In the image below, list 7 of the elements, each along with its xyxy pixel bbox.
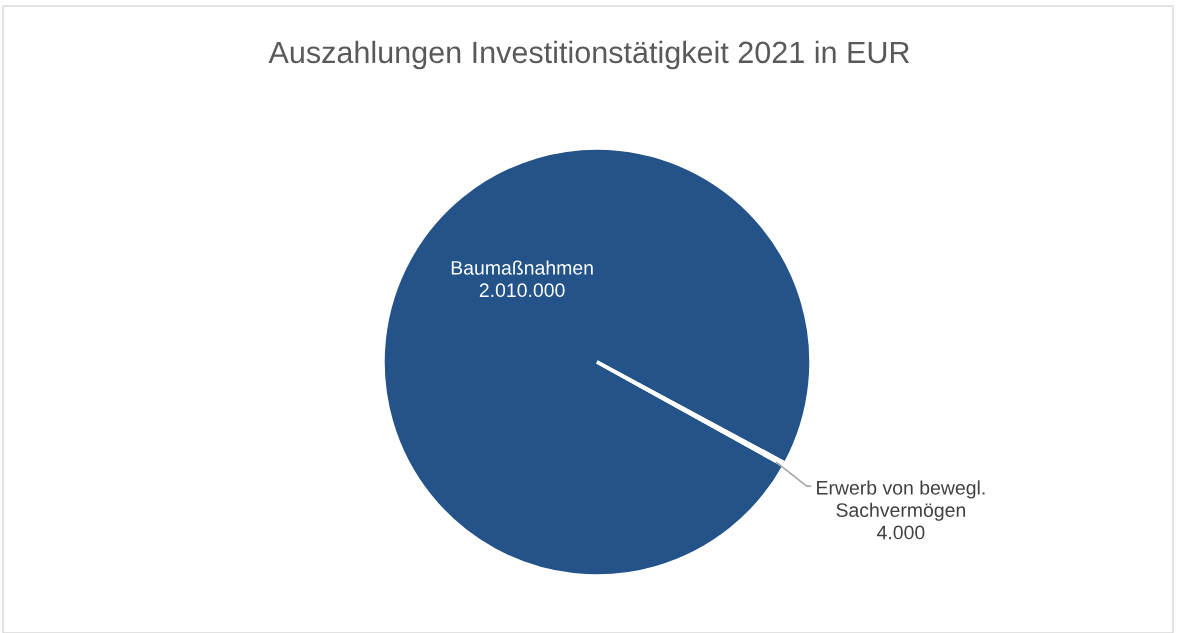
data-label: 2.010.000 xyxy=(479,283,565,298)
slice-label: Baumaßnahmen xyxy=(451,260,593,275)
pie-slice xyxy=(381,146,813,578)
data-label: 4.000 xyxy=(877,525,925,540)
chart-title: Auszahlungen Investitionstätigkeit 2021 in EUR xyxy=(268,40,910,70)
slice-label: Erwerb von bewegl. Sachvermögen xyxy=(817,480,985,521)
pie-slice xyxy=(595,360,788,468)
